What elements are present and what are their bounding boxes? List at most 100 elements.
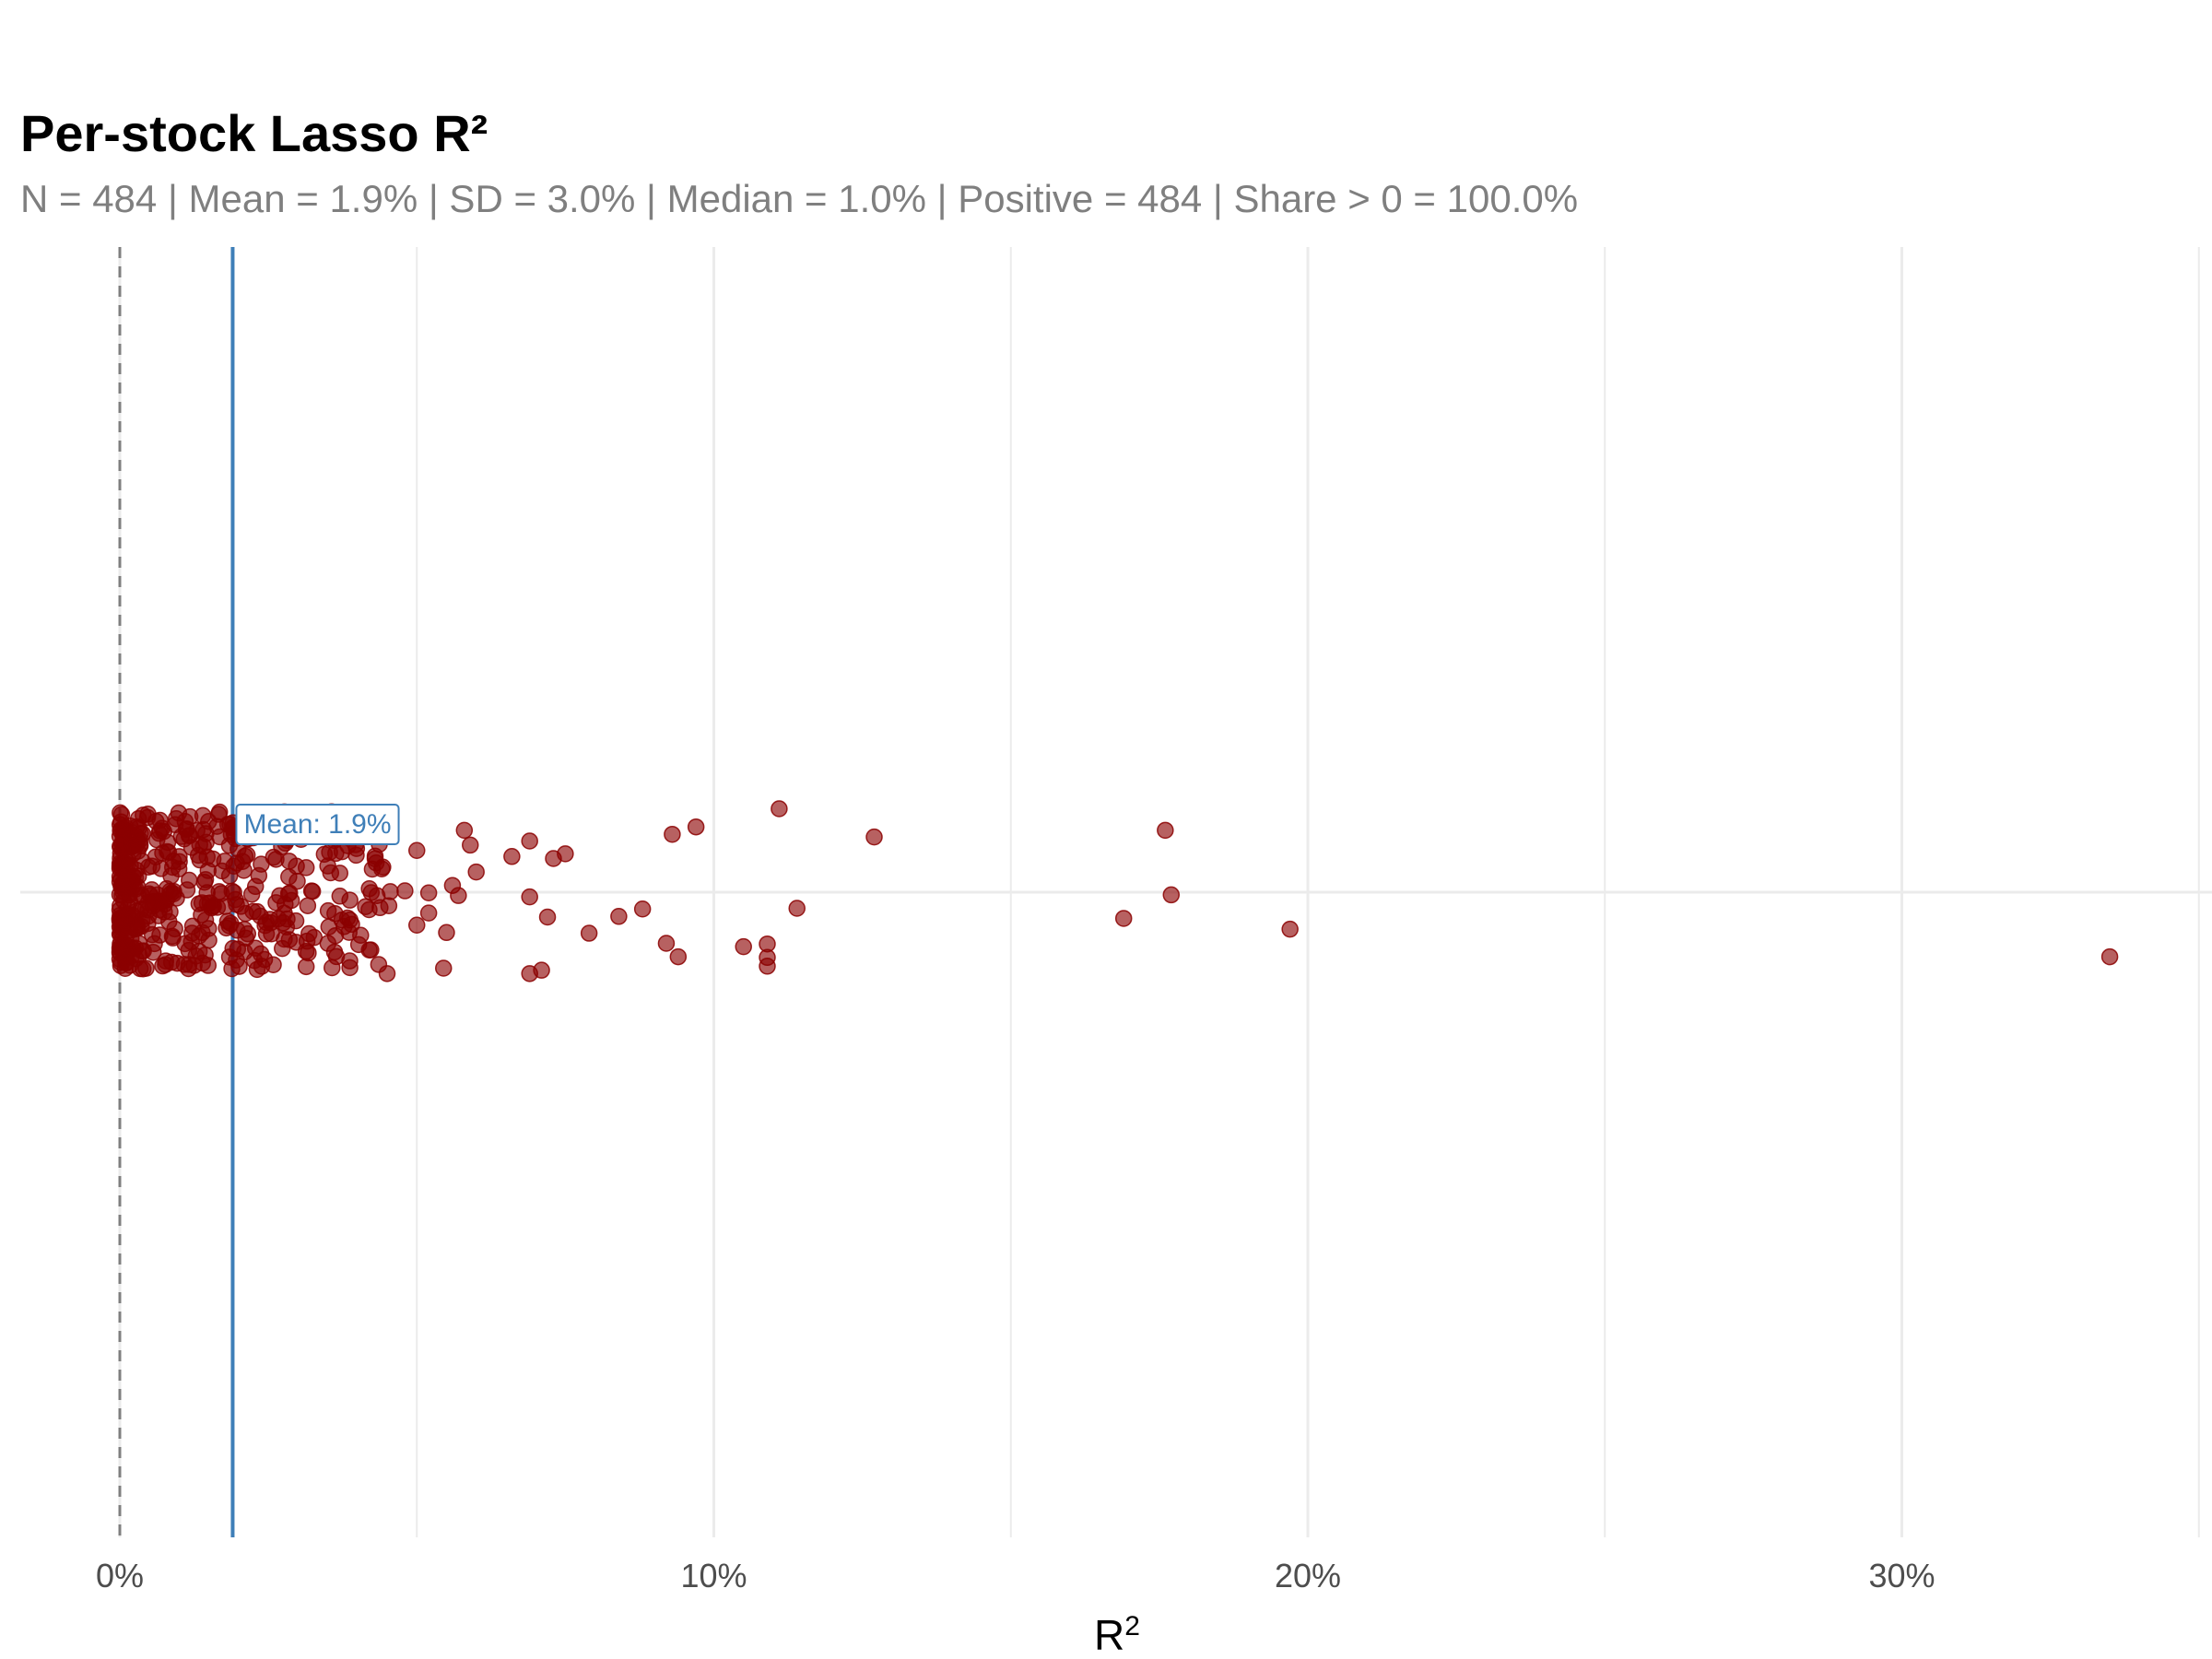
data-point bbox=[538, 908, 557, 926]
data-point bbox=[244, 902, 262, 921]
x-tick-label: 20% bbox=[1275, 1557, 1341, 1594]
data-point bbox=[117, 948, 135, 967]
x-tick-label: 10% bbox=[680, 1557, 747, 1594]
data-point bbox=[319, 901, 337, 920]
data-point bbox=[183, 917, 202, 935]
data-point bbox=[771, 800, 788, 818]
data-point bbox=[302, 882, 321, 900]
data-point bbox=[419, 884, 438, 901]
data-point bbox=[315, 845, 334, 864]
data-point bbox=[687, 818, 705, 836]
data-point bbox=[382, 883, 399, 900]
data-point bbox=[408, 916, 426, 935]
data-point bbox=[305, 928, 324, 947]
data-point bbox=[533, 961, 550, 979]
data-point bbox=[164, 929, 182, 947]
data-point bbox=[126, 880, 145, 898]
data-point bbox=[610, 908, 628, 925]
data-points bbox=[111, 800, 2119, 982]
data-point bbox=[371, 899, 389, 917]
data-point bbox=[759, 958, 776, 975]
data-point bbox=[288, 872, 306, 890]
data-point bbox=[360, 879, 378, 898]
data-point bbox=[360, 941, 378, 959]
data-point bbox=[200, 931, 218, 949]
data-point bbox=[467, 863, 485, 881]
data-point bbox=[189, 846, 207, 865]
data-point bbox=[580, 924, 598, 942]
data-point bbox=[220, 867, 239, 885]
data-point bbox=[143, 857, 161, 876]
data-point bbox=[633, 900, 652, 918]
data-point bbox=[159, 842, 176, 861]
data-point bbox=[297, 859, 315, 877]
data-point bbox=[455, 821, 474, 840]
data-point bbox=[435, 959, 453, 977]
data-point bbox=[341, 952, 359, 970]
data-point bbox=[299, 897, 317, 914]
data-point bbox=[200, 813, 218, 830]
data-point bbox=[669, 947, 688, 966]
data-point bbox=[1157, 821, 1174, 840]
data-point bbox=[343, 915, 360, 934]
data-point bbox=[325, 943, 344, 961]
data-point bbox=[162, 953, 181, 971]
data-point bbox=[139, 893, 158, 912]
data-point bbox=[735, 937, 752, 956]
data-point bbox=[146, 935, 163, 953]
data-point bbox=[408, 841, 426, 859]
data-point bbox=[521, 888, 538, 906]
data-point bbox=[357, 898, 374, 915]
data-point bbox=[130, 819, 147, 837]
data-point bbox=[113, 841, 132, 859]
data-point bbox=[228, 922, 246, 939]
data-point bbox=[256, 916, 274, 935]
data-point bbox=[274, 939, 291, 958]
data-point bbox=[230, 958, 248, 975]
data-point bbox=[114, 892, 133, 910]
data-point bbox=[204, 898, 222, 915]
data-point bbox=[2100, 947, 2119, 966]
data-point bbox=[133, 917, 150, 935]
data-point bbox=[117, 933, 135, 950]
mean-label-box bbox=[235, 804, 400, 845]
data-point bbox=[228, 896, 245, 913]
x-axis-title: R2 bbox=[1094, 1611, 1140, 1659]
data-point bbox=[180, 941, 198, 959]
data-point bbox=[657, 935, 676, 952]
data-point bbox=[122, 856, 139, 875]
data-point bbox=[788, 900, 806, 917]
data-point bbox=[129, 842, 147, 860]
data-point bbox=[250, 866, 268, 885]
data-point bbox=[197, 833, 215, 852]
data-point bbox=[161, 882, 179, 900]
data-point bbox=[275, 914, 292, 932]
data-point bbox=[171, 853, 188, 871]
data-point bbox=[181, 871, 198, 889]
data-point bbox=[503, 848, 521, 865]
mean-annotation: Mean: 1.9% bbox=[235, 804, 400, 845]
data-point bbox=[1281, 920, 1299, 938]
chart-title: Per-stock Lasso R² bbox=[20, 104, 488, 162]
data-point bbox=[1162, 886, 1181, 904]
mean-label: Mean: 1.9% bbox=[243, 809, 391, 840]
data-point bbox=[248, 960, 266, 979]
data-point bbox=[324, 959, 341, 977]
data-point bbox=[521, 832, 538, 850]
data-point bbox=[276, 895, 294, 913]
x-tick-labels: 0% 10% 20% 30% bbox=[96, 1557, 1936, 1594]
x-tick-label: 0% bbox=[96, 1557, 144, 1594]
data-point bbox=[378, 965, 396, 982]
x-tick-label: 30% bbox=[1868, 1557, 1935, 1594]
data-point bbox=[865, 828, 883, 846]
data-point bbox=[450, 887, 467, 904]
data-point bbox=[297, 958, 315, 976]
data-point bbox=[172, 828, 191, 845]
data-point bbox=[664, 825, 681, 843]
data-point bbox=[557, 845, 574, 863]
data-point bbox=[462, 836, 479, 854]
data-point bbox=[153, 819, 171, 837]
data-point bbox=[149, 907, 168, 924]
chart-subtitle: N = 484 | Mean = 1.9% | SD = 3.0% | Medi… bbox=[20, 177, 1579, 220]
